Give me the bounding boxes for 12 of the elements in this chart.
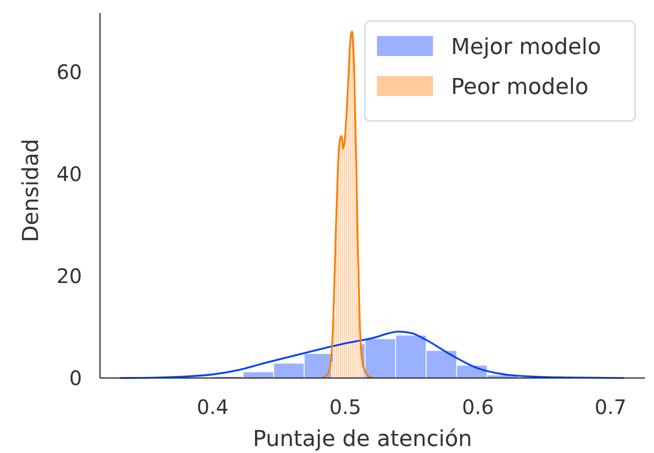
y-tick-label: 0 [69,366,82,390]
x-tick-label: 0.4 [196,395,229,419]
x-tick-label: 0.5 [329,395,362,419]
y-tick-label: 40 [56,162,82,186]
x-tick-label: 0.6 [462,395,494,419]
y-tick-label: 20 [56,264,82,288]
x-axis-title: Puntaje de atención [252,427,472,452]
y-tick-label: 60 [56,60,82,84]
x-tick-label: 0.7 [594,395,626,419]
legend-label: Mejor modelo [451,35,602,60]
legend-label: Peor modelo [451,75,588,100]
y-axis-title: Densidad [19,138,44,242]
